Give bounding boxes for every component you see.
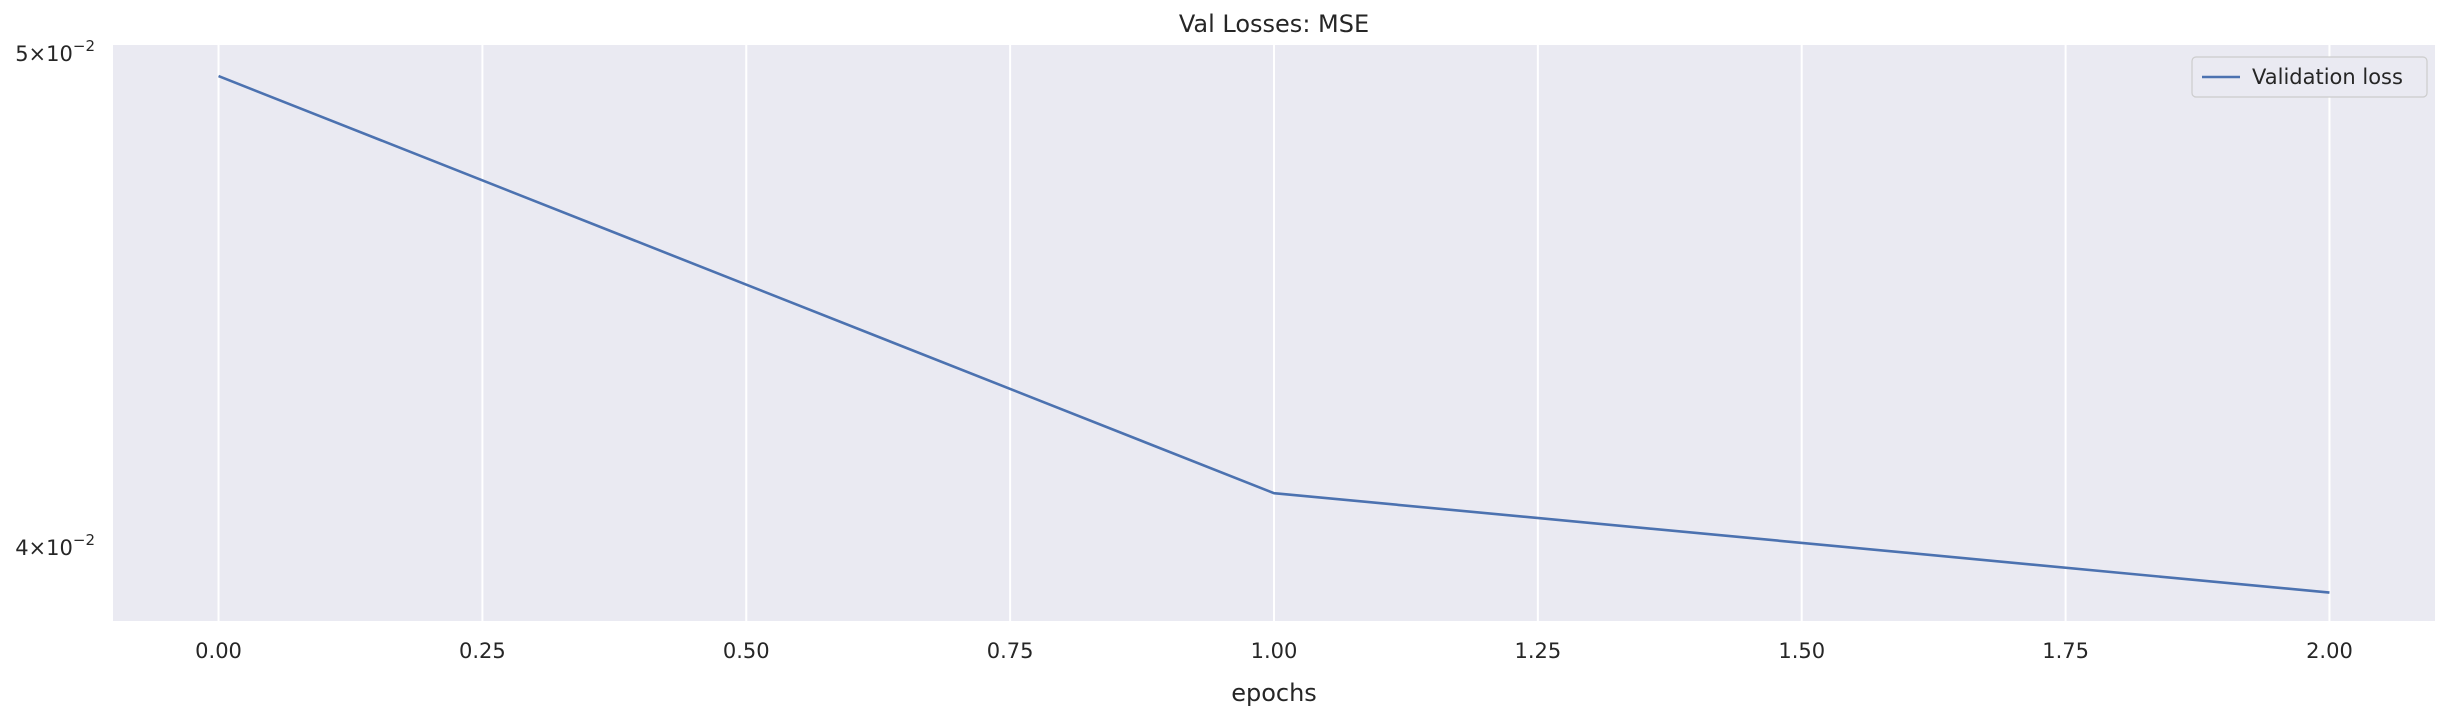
- x-axis-label: epochs: [1231, 679, 1317, 707]
- legend-label: Validation loss: [2252, 65, 2403, 89]
- x-tick-label: 0.25: [459, 639, 506, 663]
- series-layer: [218, 74, 2330, 594]
- x-tick-label: 1.75: [2042, 639, 2089, 663]
- series-line: [218, 74, 2330, 594]
- y-tick-label: 4×10−2: [15, 531, 95, 560]
- chart-title: Val Losses: MSE: [1179, 10, 1369, 38]
- legend: Validation loss: [2191, 56, 2428, 98]
- grid-layer: [217, 45, 2331, 621]
- x-tick-label: 1.50: [1778, 639, 1825, 663]
- legend-box: [2191, 56, 2428, 98]
- x-tick-label: 0.75: [987, 639, 1034, 663]
- x-tick-label: 0.00: [195, 639, 242, 663]
- x-tick-label: 2.00: [2306, 639, 2353, 663]
- x-tick-label: 0.50: [723, 639, 770, 663]
- y-tick-label: 5×10−2: [15, 37, 95, 66]
- x-tick-label: 1.25: [1514, 639, 1561, 663]
- x-tick-labels: 0.00 0.25 0.50 0.75 1.00 1.25 1.50 1.75 2.00: [195, 639, 2353, 663]
- x-tick-label: 1.00: [1251, 639, 1298, 663]
- y-tick-labels: 5×10−2 4×10−2: [15, 37, 95, 560]
